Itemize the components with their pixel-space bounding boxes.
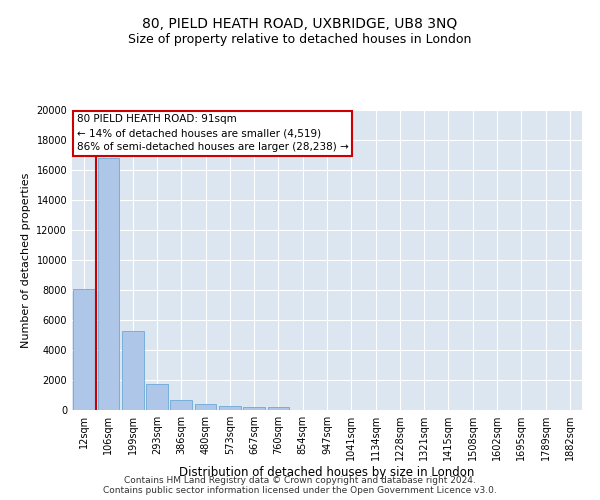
Text: 80 PIELD HEATH ROAD: 91sqm
← 14% of detached houses are smaller (4,519)
86% of s: 80 PIELD HEATH ROAD: 91sqm ← 14% of deta… [77, 114, 349, 152]
Text: Contains HM Land Registry data © Crown copyright and database right 2024.
Contai: Contains HM Land Registry data © Crown c… [103, 476, 497, 495]
Text: Size of property relative to detached houses in London: Size of property relative to detached ho… [128, 32, 472, 46]
Bar [146, 384, 168, 410]
Bar [243, 407, 265, 410]
Bar [194, 404, 217, 410]
Bar [122, 330, 143, 410]
Text: 80, PIELD HEATH ROAD, UXBRIDGE, UB8 3NQ: 80, PIELD HEATH ROAD, UXBRIDGE, UB8 3NQ [142, 18, 458, 32]
Bar [97, 158, 119, 410]
Bar [170, 400, 192, 410]
Bar [219, 406, 241, 410]
X-axis label: Distribution of detached houses by size in London: Distribution of detached houses by size … [179, 466, 475, 479]
Bar [73, 288, 95, 410]
Y-axis label: Number of detached properties: Number of detached properties [21, 172, 31, 348]
Bar [268, 408, 289, 410]
